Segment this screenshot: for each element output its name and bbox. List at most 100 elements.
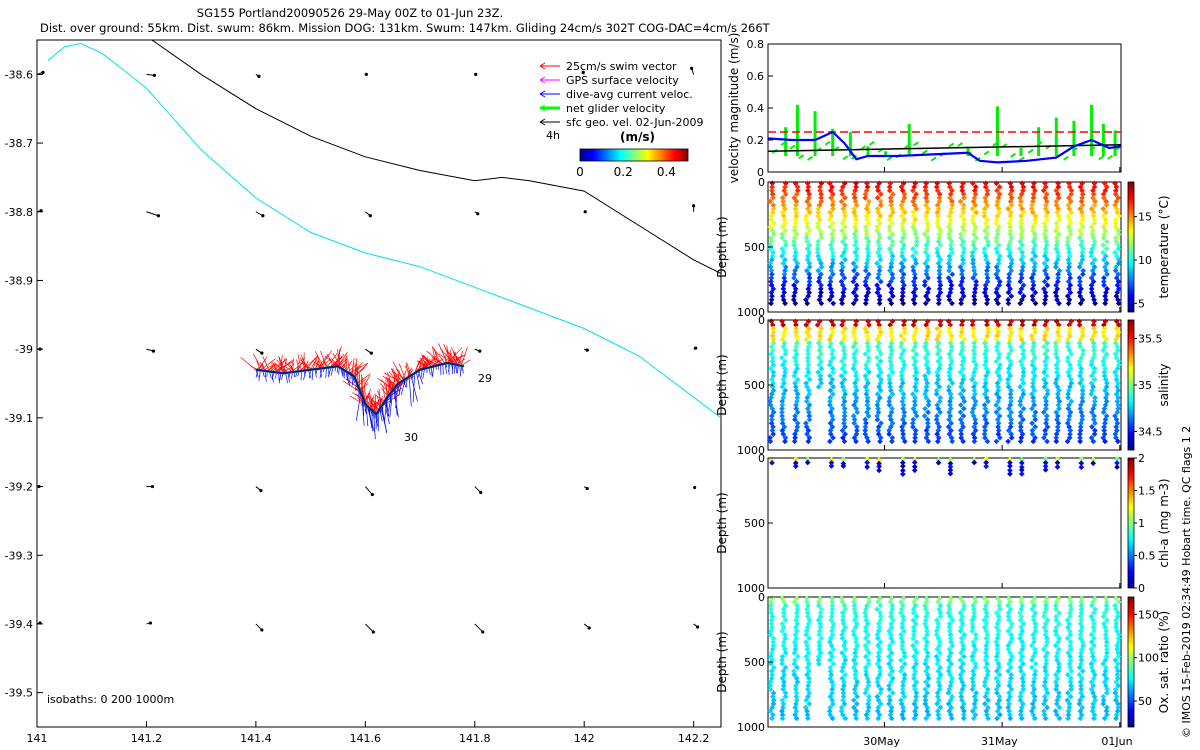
oxygen-point: [970, 708, 976, 714]
salinity-point: [970, 325, 977, 332]
temperature-point: [1112, 224, 1119, 230]
temperature-point: [935, 213, 941, 219]
temperature-point: [792, 256, 798, 263]
temperature-point: [782, 205, 788, 212]
temperature-point: [1030, 198, 1036, 205]
salinity-point: [1053, 347, 1059, 354]
oxygen-point: [969, 628, 976, 634]
temperature-point: [1115, 296, 1121, 303]
temperature-point: [899, 249, 905, 256]
salinity-point: [925, 438, 932, 445]
salinity-point: [946, 431, 953, 437]
oxygen-point: [1103, 602, 1110, 609]
oxygen-point: [958, 650, 964, 656]
oxygen-point: [1067, 653, 1073, 660]
temperature-point: [993, 216, 1000, 223]
temperature-point: [1008, 293, 1015, 299]
oxygen-point: [924, 650, 931, 656]
oxygen-point: [1017, 693, 1024, 700]
temperature-point: [1101, 282, 1107, 289]
salinity-point: [1101, 340, 1108, 346]
temperature-point: [1076, 264, 1083, 270]
temperature-point: [900, 286, 906, 292]
oxygen-point: [1100, 613, 1107, 620]
salinity-point: [972, 416, 979, 423]
oxygen-point: [838, 704, 845, 711]
salinity-point: [1031, 322, 1037, 328]
temperature-point: [768, 267, 775, 274]
salinity-point: [970, 394, 977, 401]
salinity-point: [827, 373, 833, 379]
temperature-point: [934, 216, 941, 223]
oxygen-point: [852, 646, 859, 653]
oxygen-point: [841, 679, 847, 685]
dive-avg-track: [255, 361, 465, 416]
oxygen-point: [875, 650, 882, 656]
temperature-point: [782, 227, 789, 234]
oxygen-point: [969, 617, 976, 623]
salinity-point: [934, 373, 941, 379]
temperature-point: [779, 195, 786, 201]
geo-velocity-arrow: [693, 346, 698, 350]
oxygen-point: [1031, 595, 1038, 602]
temperature-point: [853, 180, 859, 187]
salinity-point: [911, 333, 917, 339]
salinity-point: [960, 365, 966, 372]
chla-point: [1007, 467, 1013, 474]
salinity-point: [1007, 333, 1013, 339]
salinity-point: [1089, 373, 1095, 379]
oxygen-point: [1112, 657, 1119, 664]
salinity-point: [804, 365, 811, 372]
temperature-point: [878, 191, 884, 198]
temperature-point: [1079, 249, 1086, 256]
temperature-point: [829, 231, 835, 238]
temperature-point: [1043, 202, 1049, 208]
salinity-point: [994, 369, 1000, 376]
temperature-point: [851, 231, 858, 238]
temperature-point: [910, 278, 917, 285]
salinity-point: [1029, 420, 1035, 427]
salinity-point: [828, 380, 834, 387]
temperature-point: [994, 275, 1001, 281]
salinity-point: [913, 351, 920, 357]
salinity-point: [996, 351, 1003, 357]
temperature-point: [1076, 275, 1083, 281]
salinity-point: [1053, 438, 1060, 445]
salinity-point: [1055, 322, 1062, 328]
oxygen-point: [1115, 701, 1121, 707]
temperature-point: [948, 286, 954, 292]
temperature-point: [806, 191, 813, 198]
temperature-point: [1053, 227, 1059, 234]
oxygen-point: [970, 602, 976, 609]
temperature-point: [1055, 191, 1061, 198]
oxygen-point: [840, 690, 847, 696]
oxygen-point: [1029, 599, 1036, 605]
temperature-point: [934, 209, 941, 216]
map-ytick-label: -38.9: [5, 274, 33, 287]
salinity-point: [827, 402, 833, 408]
oxygen-point: [1088, 639, 1095, 645]
temperature-point: [1115, 245, 1122, 252]
salinity-point: [1005, 383, 1012, 390]
oxygen-point: [1042, 693, 1048, 700]
oxygen-point: [922, 660, 929, 667]
salinity-point: [780, 322, 787, 328]
salinity-point: [779, 398, 786, 405]
temperature-point: [960, 260, 967, 267]
oxygen-point: [1044, 704, 1050, 711]
oxygen-point: [782, 664, 789, 671]
temperature-point: [804, 300, 811, 307]
salinity-point: [1044, 424, 1051, 430]
oxygen-point: [1091, 657, 1097, 664]
oxygen-point: [1113, 620, 1120, 627]
temperature-point: [1079, 191, 1086, 198]
temperature-point: [1103, 198, 1110, 205]
temperature-point: [971, 293, 977, 299]
oxygen-point: [1103, 708, 1110, 714]
temperature-point: [877, 198, 884, 205]
oxygen-point: [839, 650, 845, 656]
temperature-point: [874, 184, 881, 190]
salinity-point: [805, 318, 812, 325]
colorbar-title: (m/s): [620, 130, 655, 144]
